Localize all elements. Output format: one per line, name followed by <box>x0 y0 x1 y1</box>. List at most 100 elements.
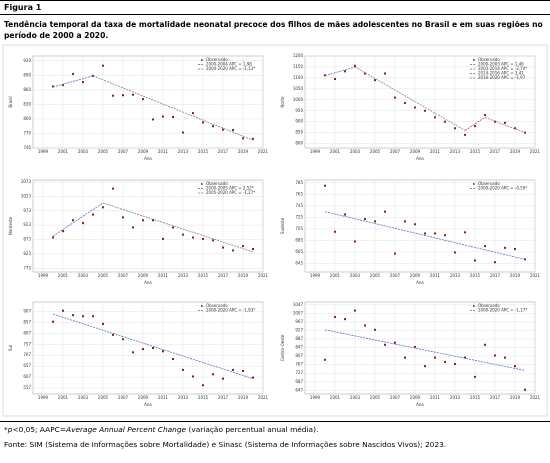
data-point <box>92 213 94 216</box>
note-part: (variação percentual anual média). <box>186 425 319 434</box>
x-tick-label: 2019 <box>238 273 249 278</box>
data-point <box>162 350 164 353</box>
x-tick-label: 2017 <box>490 395 501 400</box>
y-axis-label: Norte <box>280 96 285 108</box>
x-tick-label: 1999 <box>38 149 49 154</box>
x-tick-label: 2007 <box>390 273 401 278</box>
y-tick-label: 967 <box>295 319 303 324</box>
data-point <box>122 216 124 219</box>
data-point <box>504 246 506 249</box>
data-point <box>424 109 426 112</box>
data-point <box>474 125 476 128</box>
data-point <box>494 354 496 357</box>
x-tick-label: 2019 <box>238 395 249 400</box>
y-tick-label: 557 <box>23 385 31 390</box>
y-tick-label: 1150 <box>293 64 304 69</box>
data-point <box>484 343 486 346</box>
data-point <box>252 137 254 140</box>
data-point <box>504 356 506 359</box>
y-tick-label: 890 <box>23 72 31 77</box>
charts: 740 770 800 830 860 890 920 1999 2001 2003 2005 200… <box>2 44 548 417</box>
y-tick-label: 923 <box>23 222 31 227</box>
x-tick-label: 2019 <box>510 395 521 400</box>
data-point <box>424 232 426 235</box>
data-point <box>344 318 346 321</box>
data-point <box>52 320 54 323</box>
data-point <box>232 368 234 371</box>
x-tick-label: 2021 <box>530 395 541 400</box>
x-tick-label: 2013 <box>178 273 189 278</box>
x-tick-label: 2009 <box>410 149 421 154</box>
x-tick-label: 2021 <box>530 149 541 154</box>
y-tick-label: 687 <box>295 379 303 384</box>
data-point <box>62 309 64 312</box>
data-point <box>192 375 194 378</box>
x-tick-label: 2005 <box>98 395 109 400</box>
data-point <box>52 236 54 239</box>
legend-label: 2003-2014 APC = -2,74* <box>478 66 527 71</box>
y-tick-label: 607 <box>23 374 31 379</box>
data-point <box>152 118 154 121</box>
data-point <box>334 230 336 233</box>
data-point <box>524 388 526 391</box>
footnote: *p<0,05; AAPC=Average Annual Percent Cha… <box>0 422 550 437</box>
y-tick-label: 770 <box>23 130 31 135</box>
data-point <box>162 237 164 240</box>
y-tick-label: 785 <box>295 180 303 185</box>
data-point <box>182 368 184 371</box>
data-point <box>182 131 184 134</box>
x-tick-label: 2003 <box>350 273 361 278</box>
data-point <box>434 116 436 119</box>
x-tick-label: 2015 <box>470 273 481 278</box>
data-point <box>202 384 204 387</box>
data-point <box>384 343 386 346</box>
x-tick-label: 2007 <box>118 395 129 400</box>
data-point <box>404 220 406 223</box>
x-tick-label: 2013 <box>178 395 189 400</box>
x-tick-label: 1999 <box>310 395 321 400</box>
legend-swatch <box>201 183 203 185</box>
legend-label: Observado <box>478 57 500 62</box>
x-tick-label: 2021 <box>258 395 269 400</box>
x-tick-label: 2011 <box>158 149 169 154</box>
data-point <box>62 230 64 233</box>
trend-line <box>324 66 356 77</box>
data-point <box>132 351 134 354</box>
y-axis-label: Centro-Oeste <box>280 334 285 361</box>
data-point <box>414 223 416 226</box>
y-tick-label: 887 <box>295 336 303 341</box>
data-point <box>172 116 174 119</box>
x-tick-label: 2011 <box>158 395 169 400</box>
data-point <box>72 314 74 317</box>
data-point <box>202 237 204 240</box>
note-part: Average Annual Percent Change <box>66 425 187 434</box>
data-point <box>354 309 356 312</box>
y-tick-label: 725 <box>295 214 303 219</box>
legend-label: Observado <box>206 57 228 62</box>
data-point <box>212 239 214 242</box>
x-tick-label: 2005 <box>98 273 109 278</box>
x-tick-label: 2015 <box>198 149 209 154</box>
y-tick-label: 823 <box>23 251 31 256</box>
x-tick-label: 1999 <box>38 273 49 278</box>
data-point <box>364 324 366 327</box>
footer: *p<0,05; AAPC=Average Annual Percent Cha… <box>0 421 550 452</box>
data-point <box>514 127 516 130</box>
data-point <box>454 251 456 254</box>
data-point <box>212 373 214 376</box>
y-tick-label: 765 <box>295 191 303 196</box>
data-point <box>374 79 376 82</box>
data-point <box>364 218 366 221</box>
data-point <box>142 98 144 101</box>
data-point <box>494 120 496 123</box>
x-tick-label: 2001 <box>58 395 69 400</box>
x-tick-label: 2003 <box>350 149 361 154</box>
x-tick-label: 2011 <box>430 149 441 154</box>
data-point <box>142 219 144 222</box>
data-point <box>464 356 466 359</box>
legend-label: 2000-2020 APC = -1,17* <box>478 308 527 313</box>
data-point <box>52 85 54 88</box>
x-tick-label: 2005 <box>370 149 381 154</box>
x-tick-label: 2021 <box>258 149 269 154</box>
